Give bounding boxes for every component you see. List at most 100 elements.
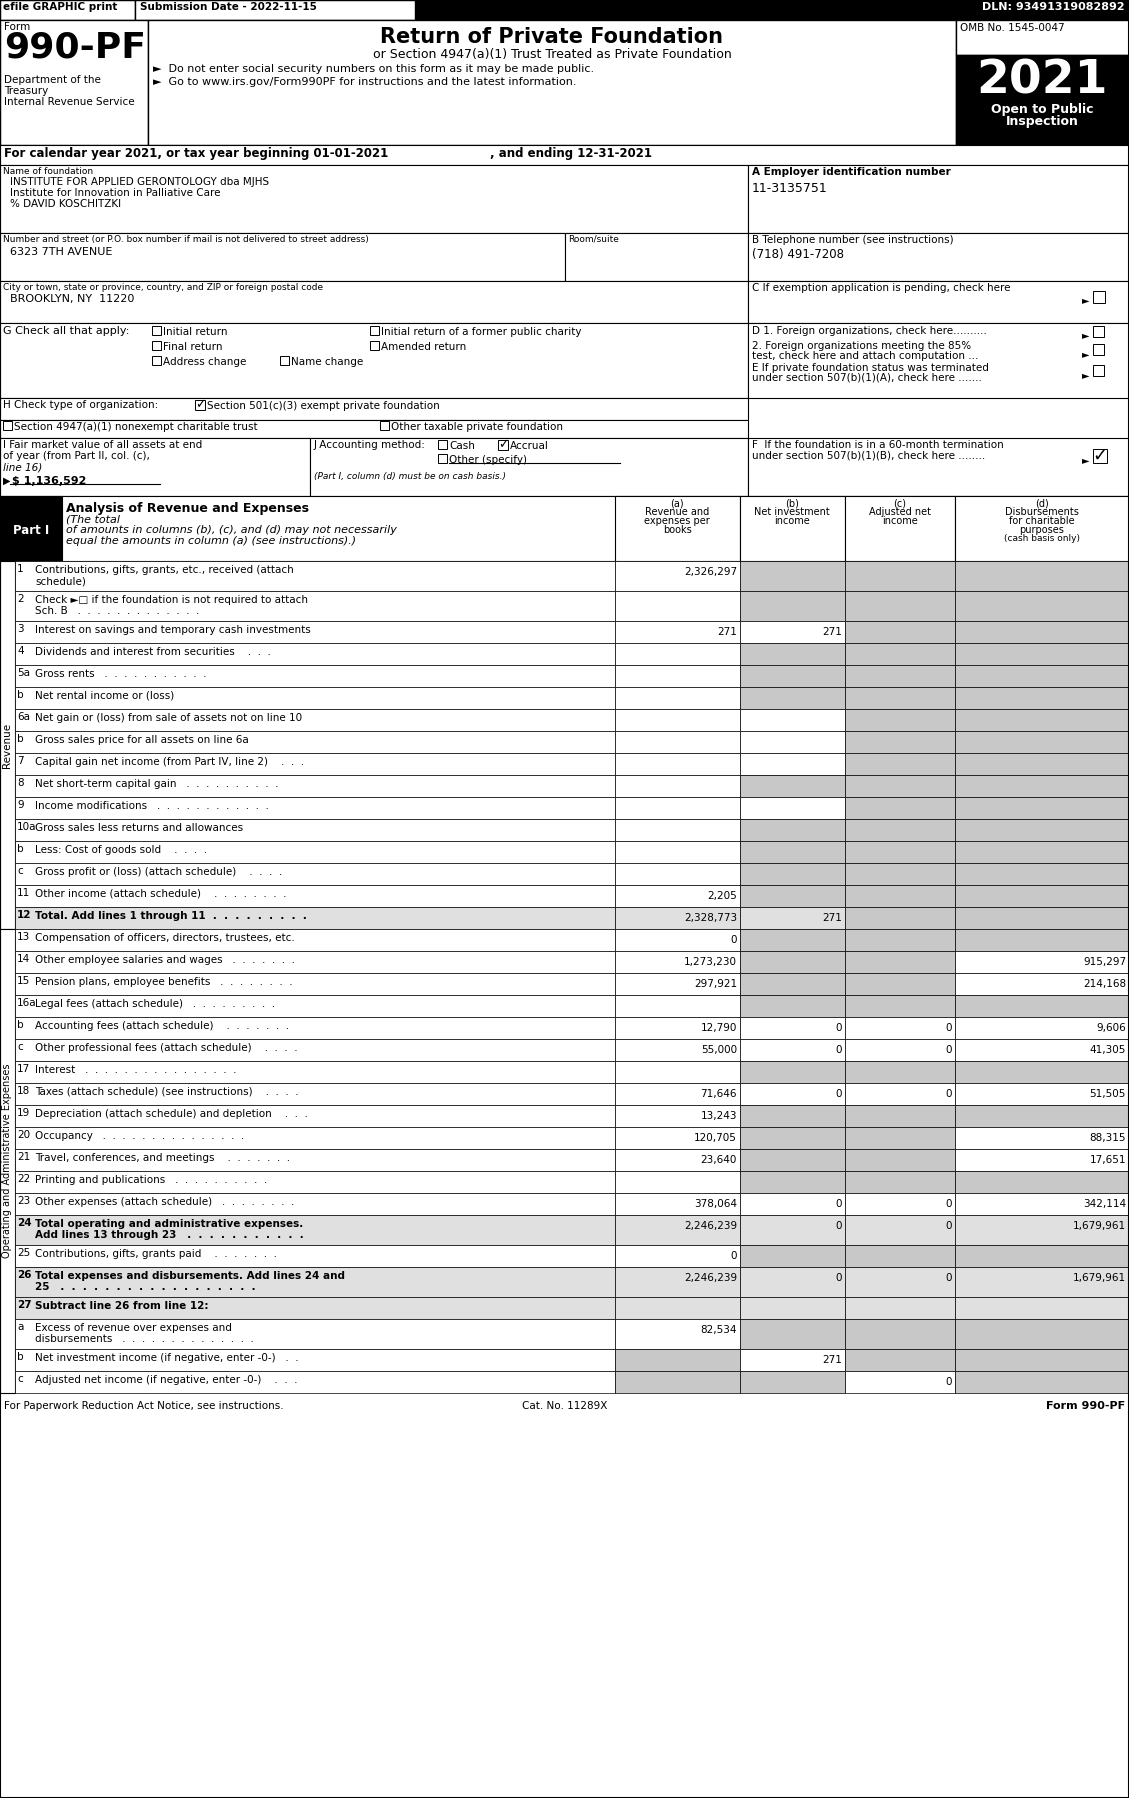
Bar (615, 775, 739, 797)
Bar (955, 1061, 1129, 1082)
Text: C If exemption application is pending, check here: C If exemption application is pending, c… (752, 282, 1010, 293)
Bar (195, 399, 205, 410)
Bar (844, 1061, 955, 1082)
Text: 82,534: 82,534 (700, 1325, 737, 1334)
Bar (0, 234, 564, 280)
Text: Occupancy   .  .  .  .  .  .  .  .  .  .  .  .  .  .  .: Occupancy . . . . . . . . . . . . . . . (35, 1131, 244, 1142)
Text: Final return: Final return (163, 342, 222, 352)
Text: Adjusted net income (if negative, enter -0-)    .  .  .: Adjusted net income (if negative, enter … (35, 1375, 298, 1384)
Bar (739, 885, 844, 906)
Bar (615, 1348, 739, 1372)
Bar (739, 994, 844, 1018)
Text: DLN: 93491319082892: DLN: 93491319082892 (982, 2, 1124, 13)
Bar (844, 1039, 955, 1061)
Text: (The total: (The total (65, 514, 120, 523)
Bar (844, 561, 955, 592)
Bar (739, 1194, 844, 1215)
Text: (718) 491-7208: (718) 491-7208 (752, 248, 844, 261)
Text: Cat. No. 11289X: Cat. No. 11289X (523, 1401, 607, 1411)
Text: 0: 0 (835, 1273, 842, 1284)
Bar (955, 820, 1129, 841)
Bar (739, 1170, 844, 1194)
Bar (615, 1106, 739, 1127)
Text: Printing and publications   .  .  .  .  .  .  .  .  .  .: Printing and publications . . . . . . . … (35, 1176, 268, 1185)
Bar (739, 592, 844, 620)
Text: 1,273,230: 1,273,230 (684, 957, 737, 967)
Bar (739, 863, 844, 885)
Bar (15, 732, 615, 753)
Text: For calendar year 2021, or tax year beginning 01-01-2021: For calendar year 2021, or tax year begi… (5, 147, 388, 160)
Text: 11: 11 (17, 888, 30, 897)
Bar (844, 1215, 955, 1244)
Bar (15, 930, 615, 951)
Text: a: a (17, 1322, 24, 1332)
Text: City or town, state or province, country, and ZIP or foreign postal code: City or town, state or province, country… (3, 282, 323, 291)
Bar (844, 708, 955, 732)
Text: (a): (a) (671, 498, 684, 509)
Bar (739, 496, 844, 561)
Bar (15, 1268, 615, 1296)
Text: Contributions, gifts, grants, etc., received (attach: Contributions, gifts, grants, etc., rece… (35, 565, 294, 575)
Bar (955, 561, 1129, 592)
Text: ►  Do not enter social security numbers on this form as it may be made public.: ► Do not enter social security numbers o… (154, 65, 594, 74)
Text: (d): (d) (1035, 498, 1049, 509)
Text: Submission Date - 2022-11-15: Submission Date - 2022-11-15 (140, 2, 317, 13)
Bar (844, 1127, 955, 1149)
Bar (15, 592, 615, 620)
Text: Gross sales less returns and allowances: Gross sales less returns and allowances (35, 823, 243, 832)
Text: Sch. B   .  .  .  .  .  .  .  .  .  .  .  .  .: Sch. B . . . . . . . . . . . . . (35, 606, 200, 617)
Text: Travel, conferences, and meetings    .  .  .  .  .  .  .: Travel, conferences, and meetings . . . … (35, 1153, 290, 1163)
Text: 5a: 5a (17, 669, 30, 678)
Text: 16a: 16a (17, 998, 36, 1009)
Bar (152, 342, 161, 351)
Text: b: b (17, 1019, 24, 1030)
Bar (844, 644, 955, 665)
Text: BROOKLYN, NY  11220: BROOKLYN, NY 11220 (10, 295, 134, 304)
Text: Net investment: Net investment (754, 507, 830, 518)
Bar (739, 665, 844, 687)
Text: ►: ► (1082, 349, 1089, 360)
Text: (c): (c) (893, 498, 907, 509)
Text: 8: 8 (17, 779, 24, 788)
Text: A Employer identification number: A Employer identification number (752, 167, 951, 176)
Text: Taxes (attach schedule) (see instructions)    .  .  .  .: Taxes (attach schedule) (see instruction… (35, 1088, 299, 1097)
Text: 9,606: 9,606 (1096, 1023, 1126, 1034)
Bar (844, 1348, 955, 1372)
Text: 0: 0 (945, 1023, 952, 1034)
Bar (844, 885, 955, 906)
Text: 1,679,961: 1,679,961 (1073, 1273, 1126, 1284)
Bar (955, 1244, 1129, 1268)
Text: Capital gain net income (from Part IV, line 2)    .  .  .: Capital gain net income (from Part IV, l… (35, 757, 304, 768)
Text: ✓: ✓ (498, 439, 508, 451)
Text: Income modifications   .  .  .  .  .  .  .  .  .  .  .  .: Income modifications . . . . . . . . . .… (35, 800, 269, 811)
Text: J Accounting method:: J Accounting method: (314, 441, 426, 450)
Bar (749, 324, 1129, 397)
Bar (0, 496, 1129, 561)
Bar (15, 1372, 615, 1393)
Text: Gross sales price for all assets on line 6a: Gross sales price for all assets on line… (35, 735, 248, 744)
Text: Depreciation (attach schedule) and depletion    .  .  .: Depreciation (attach schedule) and deple… (35, 1109, 308, 1118)
Bar (564, 234, 749, 280)
Bar (844, 930, 955, 951)
Bar (955, 973, 1129, 994)
Bar (739, 687, 844, 708)
Bar (955, 994, 1129, 1018)
Bar (15, 753, 615, 775)
Text: 23: 23 (17, 1196, 30, 1206)
Bar (955, 951, 1129, 973)
Text: 23,640: 23,640 (701, 1154, 737, 1165)
Bar (955, 1018, 1129, 1039)
Text: Net short-term capital gain   .  .  .  .  .  .  .  .  .  .: Net short-term capital gain . . . . . . … (35, 779, 279, 789)
Text: I Fair market value of all assets at end: I Fair market value of all assets at end (3, 441, 202, 450)
Bar (15, 1061, 615, 1082)
Text: 342,114: 342,114 (1083, 1199, 1126, 1208)
Bar (0, 0, 1129, 20)
Bar (749, 165, 1129, 234)
Text: disbursements   .  .  .  .  .  .  .  .  .  .  .  .  .  .: disbursements . . . . . . . . . . . . . … (35, 1334, 254, 1343)
Text: Add lines 13 through 23   .  .  .  .  .  .  .  .  .  .  .: Add lines 13 through 23 . . . . . . . . … (35, 1230, 304, 1241)
Bar (955, 885, 1129, 906)
Bar (739, 1244, 844, 1268)
Bar (615, 841, 739, 863)
Bar (955, 665, 1129, 687)
Text: Room/suite: Room/suite (568, 236, 619, 245)
